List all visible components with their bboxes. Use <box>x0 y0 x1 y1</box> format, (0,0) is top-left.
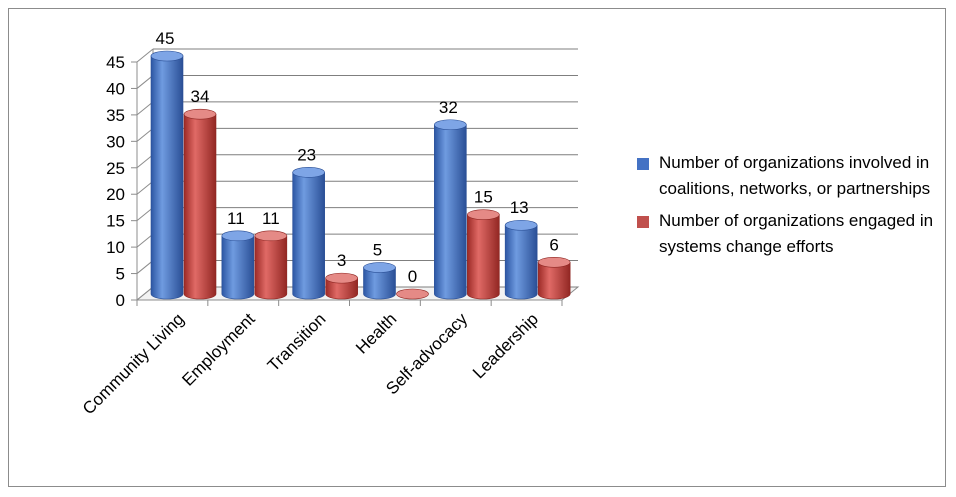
bar-top <box>254 230 288 242</box>
legend-swatch-blue <box>637 158 649 170</box>
bar-systems-change <box>537 256 571 300</box>
data-label: 11 <box>227 209 245 228</box>
data-label: 6 <box>549 235 558 254</box>
gridline-diagonal <box>136 180 154 195</box>
x-category-label: Community Living <box>79 309 188 418</box>
legend: Number of organizations involved in coal… <box>637 150 937 266</box>
bar-systems-change <box>467 209 500 300</box>
bar-top <box>434 119 467 131</box>
bar-top <box>292 167 325 178</box>
data-label: 5 <box>373 241 382 260</box>
bar-body <box>434 124 467 300</box>
data-label: 45 <box>156 29 175 48</box>
bar-systems-change <box>396 288 429 300</box>
gridline-diagonal <box>136 233 154 248</box>
bar-body <box>363 267 396 300</box>
bar-top <box>537 256 571 268</box>
y-tick-label: 15 <box>106 212 125 231</box>
data-label: 11 <box>262 209 280 228</box>
y-tick-label: 20 <box>106 185 125 204</box>
bar-coalitions <box>363 262 396 300</box>
y-tick-label: 10 <box>106 238 125 257</box>
bar-coalitions <box>504 219 538 300</box>
data-label: 34 <box>191 87 210 106</box>
bar-body <box>254 235 288 300</box>
bar-coalitions <box>434 119 467 300</box>
legend-label-series-2: Number of organizations engaged in syste… <box>659 211 934 256</box>
y-tick-label: 5 <box>116 265 125 284</box>
bar-body <box>183 113 217 300</box>
y-tick-label: 40 <box>106 79 125 98</box>
bar-top <box>221 230 255 242</box>
y-tick-label: 30 <box>106 132 125 151</box>
bar-top <box>325 272 358 284</box>
x-category-label: Employment <box>178 309 258 389</box>
bar-body <box>325 277 358 300</box>
gridline-diagonal <box>136 260 154 274</box>
data-label: 15 <box>474 188 493 207</box>
y-tick-label: 35 <box>106 106 125 125</box>
x-category-label: Leadership <box>469 309 542 382</box>
gridline-diagonal <box>136 286 154 301</box>
legend-item-series-2: Number of organizations engaged in syste… <box>637 208 937 260</box>
bar-top <box>467 209 500 220</box>
legend-item-series-1: Number of organizations involved in coal… <box>637 150 937 202</box>
bar-body <box>150 55 184 300</box>
y-tick-label: 0 <box>116 291 125 310</box>
bar-body <box>467 214 500 300</box>
y-tick-label: 25 <box>106 159 125 178</box>
bar-coalitions <box>150 50 184 300</box>
x-category-label: Transition <box>264 309 330 375</box>
bar-body <box>537 261 571 300</box>
bar-body <box>221 235 255 300</box>
bar-body <box>504 224 538 300</box>
gridline-diagonal <box>136 154 154 169</box>
data-label: 0 <box>408 267 417 286</box>
bar-coalitions <box>221 230 255 300</box>
x-category-label: Health <box>352 309 400 357</box>
y-tick-label: 45 <box>106 53 125 72</box>
data-label: 13 <box>510 198 529 217</box>
bar-coalitions <box>292 167 325 300</box>
data-label: 23 <box>297 145 316 164</box>
bar-systems-change <box>254 230 288 300</box>
bars <box>150 50 571 300</box>
bar-top <box>183 108 217 120</box>
bar-systems-change <box>183 108 217 300</box>
data-label: 32 <box>439 98 458 117</box>
bar-top <box>363 262 396 273</box>
bar-top <box>396 288 429 300</box>
bar-body <box>292 172 325 300</box>
gridline-diagonal <box>136 101 154 116</box>
gridline-diagonal <box>136 48 154 63</box>
legend-label-series-1: Number of organizations involved in coal… <box>659 153 931 198</box>
bar-top <box>150 50 184 62</box>
data-label: 3 <box>337 251 346 270</box>
gridline-diagonal <box>136 207 154 222</box>
gridline-diagonal <box>136 127 154 142</box>
legend-swatch-red <box>637 216 649 228</box>
gridline-diagonal <box>136 75 154 89</box>
bar-top <box>504 219 538 231</box>
bar-systems-change <box>325 272 358 300</box>
